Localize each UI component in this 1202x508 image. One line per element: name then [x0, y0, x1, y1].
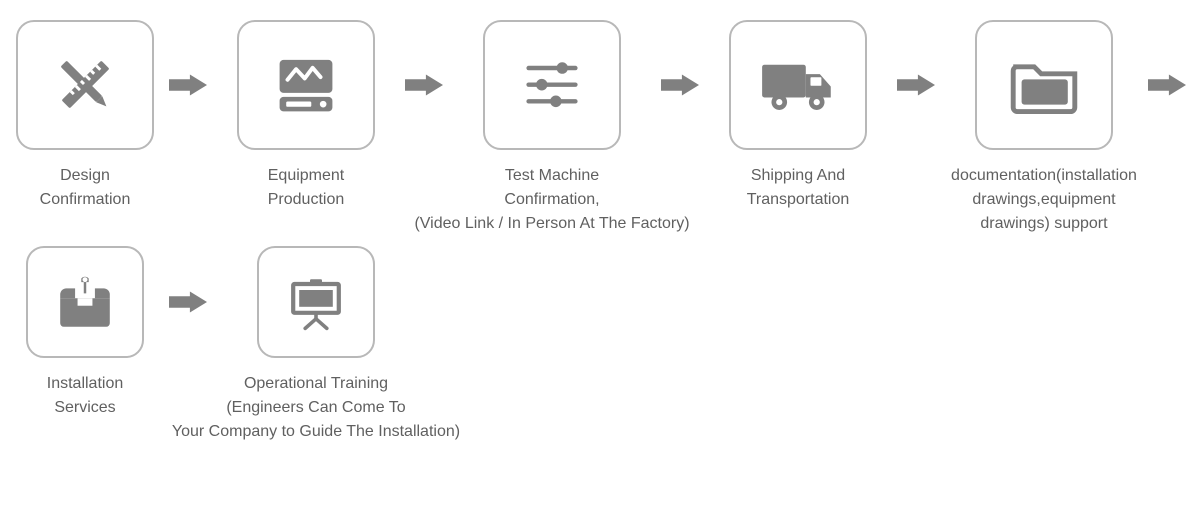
label-line: Your Company to Guide The Installation)	[151, 420, 481, 444]
arrow	[652, 20, 708, 150]
label-line: Shipping And	[747, 164, 850, 188]
step-label: Operational Training (Engineers Can Come…	[151, 372, 481, 444]
equipment-icon	[273, 52, 339, 118]
flow-row-2: Installation Services Operational Traini…	[10, 246, 1192, 444]
label-line: Production	[268, 188, 345, 212]
arrow-right-icon	[1148, 74, 1186, 96]
label-line: Transportation	[747, 188, 850, 212]
label-line: Test Machine	[392, 164, 712, 188]
label-line: Operational Training	[151, 372, 481, 396]
step-design: Design Confirmation	[10, 20, 160, 212]
step-box	[26, 246, 144, 358]
arrow	[888, 20, 944, 150]
folder-icon	[1009, 55, 1079, 115]
truck-icon	[759, 52, 837, 118]
arrow-right-icon	[169, 291, 207, 313]
step-equipment: Equipment Production	[216, 20, 396, 212]
step-label: Installation Services	[47, 372, 124, 420]
arrow-right-icon	[661, 74, 699, 96]
step-box	[975, 20, 1113, 150]
presentation-icon	[286, 272, 346, 332]
label-line: documentation(installation	[929, 164, 1159, 188]
flow-row-1: Design Confirmation Equipment Production	[10, 20, 1192, 236]
step-label: Shipping And Transportation	[747, 164, 850, 212]
arrow	[160, 246, 216, 358]
label-line: drawings) support	[929, 212, 1159, 236]
step-documentation: documentation(installation drawings,equi…	[944, 20, 1144, 236]
step-box	[257, 246, 375, 358]
label-line: (Engineers Can Come To	[151, 396, 481, 420]
label-line: Confirmation	[40, 188, 131, 212]
step-test: Test Machine Confirmation, (Video Link /…	[452, 20, 652, 236]
step-label: Equipment Production	[268, 164, 345, 212]
step-label: Test Machine Confirmation, (Video Link /…	[392, 164, 712, 236]
step-box	[237, 20, 375, 150]
step-label: documentation(installation drawings,equi…	[929, 164, 1159, 236]
step-shipping: Shipping And Transportation	[708, 20, 888, 212]
label-line: Equipment	[268, 164, 345, 188]
design-tools-icon	[49, 49, 121, 121]
label-line: Design	[40, 164, 131, 188]
step-box	[16, 20, 154, 150]
step-installation: Installation Services	[10, 246, 160, 420]
sliders-icon	[520, 53, 584, 117]
step-box	[729, 20, 867, 150]
arrow-right-icon	[405, 74, 443, 96]
arrow-right-icon	[897, 74, 935, 96]
step-box	[483, 20, 621, 150]
step-label: Design Confirmation	[40, 164, 131, 212]
label-line: Installation	[47, 372, 124, 396]
arrow-right-icon	[169, 74, 207, 96]
toolbox-icon	[54, 271, 116, 333]
step-training: Operational Training (Engineers Can Come…	[216, 246, 416, 444]
label-line: Confirmation,	[392, 188, 712, 212]
label-line: (Video Link / In Person At The Factory)	[392, 212, 712, 236]
label-line: drawings,equipment	[929, 188, 1159, 212]
arrow-trailing	[1144, 20, 1190, 150]
arrow	[160, 20, 216, 150]
label-line: Services	[47, 396, 124, 420]
arrow	[396, 20, 452, 150]
